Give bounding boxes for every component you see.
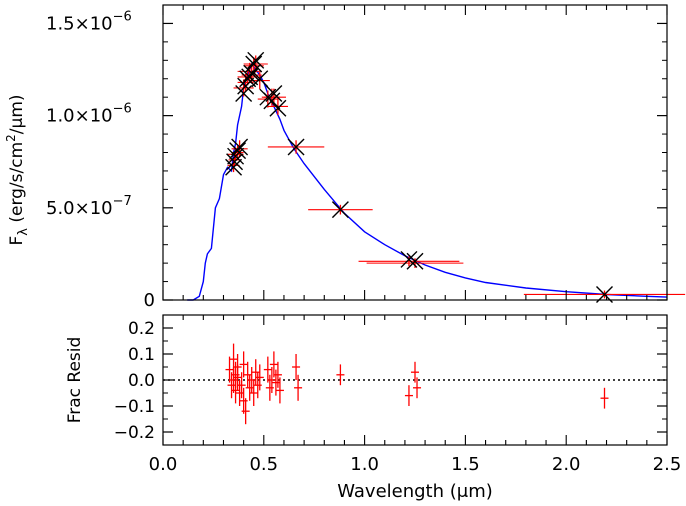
residual-point xyxy=(336,364,345,386)
residual-point xyxy=(271,369,280,396)
residual-point xyxy=(245,374,254,401)
synthetic-flux-marker xyxy=(229,142,247,160)
residual-point xyxy=(294,374,303,401)
residual-point xyxy=(265,374,274,401)
synthetic-flux-marker xyxy=(231,138,249,156)
residual-point xyxy=(225,356,234,383)
sed-y-tick: 0 xyxy=(144,290,667,311)
residual-point xyxy=(275,377,284,404)
synthetic-flux-marker xyxy=(225,158,243,176)
residual-point xyxy=(249,380,258,406)
synthetic-flux-marker xyxy=(269,99,287,117)
residual-point xyxy=(292,354,301,380)
residual-point xyxy=(413,377,422,399)
synthetic-flux-marker xyxy=(287,138,305,156)
synthetic-flux-marker xyxy=(226,153,244,171)
sed-y-tick-label: 0 xyxy=(144,290,155,311)
x-tick-label: 2.0 xyxy=(552,454,581,475)
residual-point xyxy=(267,367,276,393)
residual-point xyxy=(227,372,236,399)
synthetic-flux-marker xyxy=(245,55,263,73)
synthetic-flux-marker xyxy=(241,68,259,86)
residual-point xyxy=(273,361,282,388)
sed-y-ticks: 0 5.0×10−7 1.0×10−6 1.5×10−6 xyxy=(46,4,667,311)
residual-point xyxy=(239,387,248,414)
residual-point xyxy=(263,356,272,383)
residual-point xyxy=(243,361,252,388)
residual-point xyxy=(229,367,238,393)
sed-y-axis-label: Fλ (erg/s/cm2/μm) xyxy=(4,94,31,245)
residual-point xyxy=(241,398,250,425)
x-tick-label: 0.5 xyxy=(249,454,278,475)
sed-y-tick-label: 1.0×10−6 xyxy=(46,102,132,127)
residual-point xyxy=(251,359,260,386)
residual-point xyxy=(269,351,278,378)
sed-y-tick: 1.0×10−6 xyxy=(46,102,667,127)
residual-y-tick-label: 0.2 xyxy=(128,319,155,339)
sed-x-ticks xyxy=(162,5,668,300)
residual-point xyxy=(237,372,246,399)
residual-point xyxy=(253,372,262,399)
synthetic-flux-marker xyxy=(251,70,269,88)
x-axis-label: Wavelength (μm) xyxy=(337,481,493,502)
residual-point xyxy=(239,351,248,378)
synthetic-flux-marker xyxy=(331,201,349,219)
synthetic-flux-marker xyxy=(263,92,281,110)
residual-point xyxy=(404,385,413,406)
x-tick-label: 1.0 xyxy=(350,454,379,475)
residual-panel: −0.2 −0.1 0.0 0.1 0.2 Frac Resid xyxy=(65,314,668,446)
residual-y-tick-label: −0.2 xyxy=(114,423,155,443)
sed-y-tick: 1.5×10−6 xyxy=(46,9,667,34)
residual-point xyxy=(233,364,242,391)
residual-x-ticks xyxy=(162,315,668,445)
synthetic-flux-marker xyxy=(400,250,418,268)
photometry-point xyxy=(358,256,460,267)
sed-y-tick-label: 1.5×10−6 xyxy=(46,9,132,34)
model-spectrum-line xyxy=(187,62,668,301)
sed-synthetic-points xyxy=(225,51,613,303)
synthetic-flux-marker xyxy=(406,252,424,270)
residual-y-tick-label: 0.1 xyxy=(128,345,155,365)
residual-point xyxy=(231,377,240,404)
residual-y-ticks: −0.2 −0.1 0.0 0.1 0.2 xyxy=(114,314,667,446)
synthetic-flux-marker xyxy=(237,77,255,95)
x-tick-label: 0.0 xyxy=(149,454,178,475)
residual-points xyxy=(225,343,609,425)
photometry-point xyxy=(366,258,464,268)
synthetic-flux-marker xyxy=(227,147,245,165)
x-tick-label: 1.5 xyxy=(451,454,480,475)
synthetic-flux-marker xyxy=(247,51,265,69)
residual-point xyxy=(410,361,420,383)
residual-y-tick-label: −0.1 xyxy=(114,397,155,417)
residual-point xyxy=(247,367,256,393)
sed-y-tick-label: 5.0×10−7 xyxy=(46,194,132,219)
x-tick-labels: 0.0 0.5 1.0 1.5 2.0 2.5 xyxy=(149,454,682,475)
residual-point xyxy=(255,364,264,391)
residual-y-axis-label: Frac Resid xyxy=(65,337,85,424)
sed-photometry-points xyxy=(227,55,686,299)
synthetic-flux-marker xyxy=(235,85,253,102)
x-tick-label: 2.5 xyxy=(653,454,682,475)
residual-point xyxy=(600,387,609,409)
sed-y-tick: 5.0×10−7 xyxy=(46,194,667,219)
residual-point xyxy=(235,380,244,406)
residual-y-tick-label: 0.0 xyxy=(128,371,155,391)
sed-model-curve xyxy=(187,62,668,301)
synthetic-flux-marker xyxy=(265,85,283,102)
sed-panel: 0 5.0×10−7 1.0×10−6 1.5×10−6 Fλ (erg/s/cm2/… xyxy=(4,4,686,311)
